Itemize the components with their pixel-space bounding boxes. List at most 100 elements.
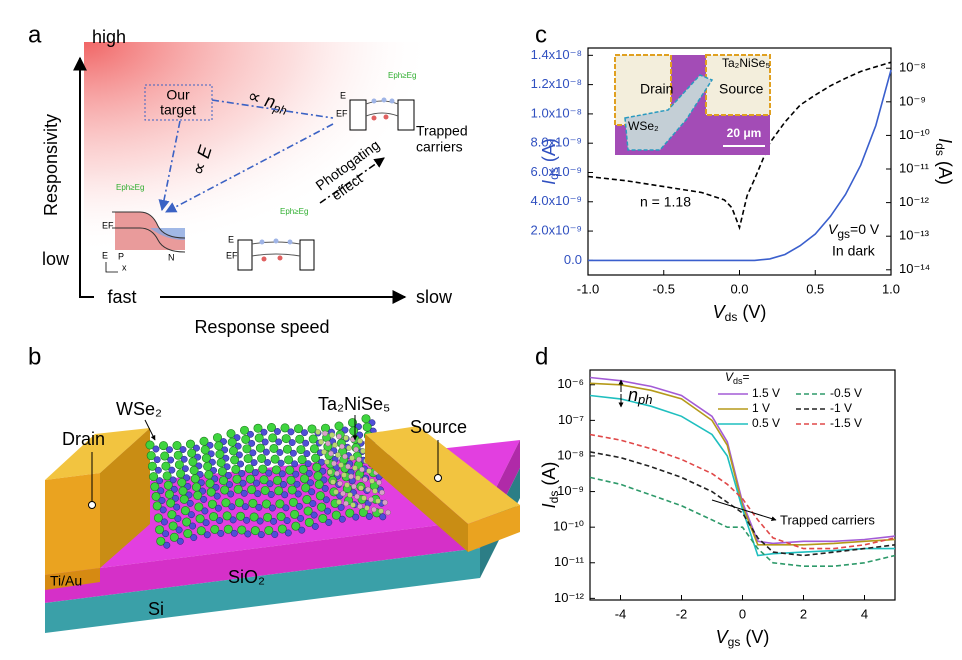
- photogating-arrow: [319, 157, 385, 204]
- w-atom: [160, 518, 168, 526]
- w-atom: [302, 439, 310, 447]
- y2-tick-label: 10⁻¹¹: [899, 160, 930, 175]
- series-line: [589, 476, 896, 567]
- se-atom: [195, 514, 205, 524]
- tns-atom: [359, 466, 365, 473]
- unit: (A): [539, 138, 559, 167]
- se-atom: [176, 469, 186, 479]
- w-atom: [153, 456, 161, 464]
- w-atom: [265, 469, 273, 477]
- y2-tick-label: 10⁻¹⁴: [899, 261, 930, 276]
- se-atom: [151, 491, 161, 501]
- se-atom: [249, 512, 259, 522]
- w-atom: [224, 472, 232, 479]
- series-line: [587, 61, 892, 231]
- w-atom: [214, 504, 222, 512]
- legend-label: -0.5 V: [830, 386, 862, 400]
- w-atom: [240, 489, 248, 497]
- se-atom: [174, 460, 184, 470]
- wse2-label: WSe₂: [116, 399, 162, 419]
- se-atom: [317, 502, 327, 512]
- se-atom: [271, 465, 281, 475]
- w-atom: [227, 490, 235, 498]
- sub: ds: [933, 143, 947, 156]
- electrode-label: Ti/Au: [50, 573, 82, 589]
- se-atom: [169, 532, 179, 542]
- inset-text: Source: [719, 81, 764, 97]
- se-atom: [299, 474, 309, 484]
- se-atom: [233, 484, 243, 494]
- x-tick-label: 1.0: [882, 281, 900, 296]
- se-atom: [183, 529, 193, 539]
- y-tick-label: 1.4x10⁻⁸: [531, 47, 582, 62]
- w-atom: [338, 515, 346, 523]
- tns-atom: [348, 473, 354, 480]
- w-atom: [337, 503, 345, 511]
- w-atom: [293, 480, 301, 488]
- w-atom: [201, 507, 209, 515]
- w-atom: [169, 476, 177, 484]
- electron: [287, 239, 293, 245]
- w-atom: [271, 531, 279, 538]
- x-tick-label: 0.5: [806, 281, 824, 296]
- w-atom: [254, 490, 262, 498]
- target-box: [144, 84, 213, 121]
- se-atom: [308, 434, 318, 444]
- tns-atom: [333, 489, 339, 495]
- panel-a: a high low Responsivity fast slow Respon…: [28, 21, 468, 336]
- y-tick-label: 8.0x10⁻⁹: [531, 135, 582, 150]
- se-atom: [217, 467, 227, 477]
- se-atom: [234, 498, 244, 508]
- se-atom: [155, 525, 165, 535]
- trapped-text: carriers: [416, 139, 463, 155]
- se-atom: [303, 506, 313, 516]
- symbol: I: [935, 138, 955, 143]
- y-tick-label: 6.0x10⁻⁹: [531, 164, 582, 179]
- target-text: target: [160, 102, 196, 118]
- w-atom: [166, 446, 173, 454]
- link-arrow: [165, 123, 334, 213]
- tns-atom: [339, 443, 345, 450]
- high-label: high: [92, 27, 126, 47]
- legend-title: Vds=: [725, 370, 750, 386]
- tns-atom: [342, 453, 348, 460]
- w-atom: [239, 479, 247, 487]
- w-atom: [291, 460, 299, 468]
- series-line: [588, 69, 892, 262]
- legend-label: 1.5 V: [752, 386, 780, 400]
- w-atom: [167, 456, 175, 464]
- tns-atom: [366, 468, 372, 474]
- symbol: n: [628, 385, 638, 405]
- w-atom: [163, 541, 171, 549]
- se-atom: [281, 434, 291, 444]
- annotation: In dark: [832, 243, 876, 259]
- x-tick-label: -1.0: [577, 281, 599, 296]
- tns-atom: [358, 485, 364, 491]
- tns-atom: [327, 469, 333, 475]
- se-atom: [275, 499, 285, 509]
- tns-atom: [376, 479, 382, 486]
- nph-label: nph: [628, 385, 652, 408]
- x-tick-label: -0.5: [653, 281, 675, 296]
- tns-atom: [349, 455, 355, 461]
- tns-atom: [341, 472, 347, 478]
- tns-atom: [328, 450, 334, 457]
- x-title: Response speed: [194, 317, 329, 337]
- se-atom: [309, 444, 319, 454]
- tns-atom: [318, 439, 324, 445]
- w-atom: [277, 459, 285, 467]
- tns-atom: [325, 440, 331, 447]
- band-ef: EF: [336, 108, 348, 118]
- w-atom: [253, 479, 260, 487]
- tns-atom: [364, 505, 370, 511]
- se-atom: [230, 455, 240, 465]
- se-atom: [156, 536, 166, 546]
- w-atom: [234, 442, 242, 450]
- w-atom: [311, 522, 319, 530]
- se-atom: [228, 446, 238, 456]
- w-atom: [251, 469, 259, 477]
- subscript: ph: [637, 392, 652, 407]
- se-atom: [173, 450, 183, 460]
- target-text: Our: [166, 87, 190, 103]
- y-tick-label: 10⁻⁷: [558, 412, 584, 427]
